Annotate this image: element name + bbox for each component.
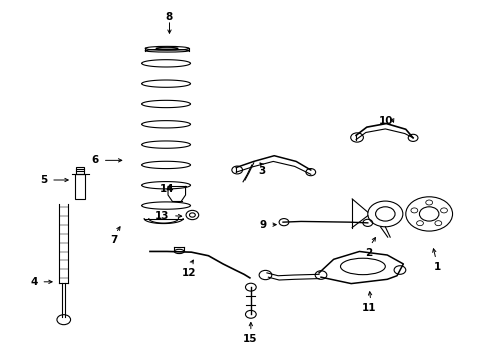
Text: 12: 12 xyxy=(182,267,196,278)
Text: 6: 6 xyxy=(92,156,99,165)
Text: 13: 13 xyxy=(155,211,170,221)
Text: 4: 4 xyxy=(30,277,38,287)
Bar xyxy=(75,174,85,199)
Text: 15: 15 xyxy=(243,334,257,344)
Text: 1: 1 xyxy=(434,262,441,272)
Bar xyxy=(76,167,84,174)
Text: 14: 14 xyxy=(160,184,174,194)
Text: 10: 10 xyxy=(379,116,393,126)
Text: 5: 5 xyxy=(40,175,48,185)
Text: 3: 3 xyxy=(258,166,266,176)
Text: 7: 7 xyxy=(110,235,117,246)
Text: 9: 9 xyxy=(260,220,267,230)
Text: 8: 8 xyxy=(166,13,173,22)
Text: 11: 11 xyxy=(362,303,376,313)
Text: 2: 2 xyxy=(366,248,373,258)
